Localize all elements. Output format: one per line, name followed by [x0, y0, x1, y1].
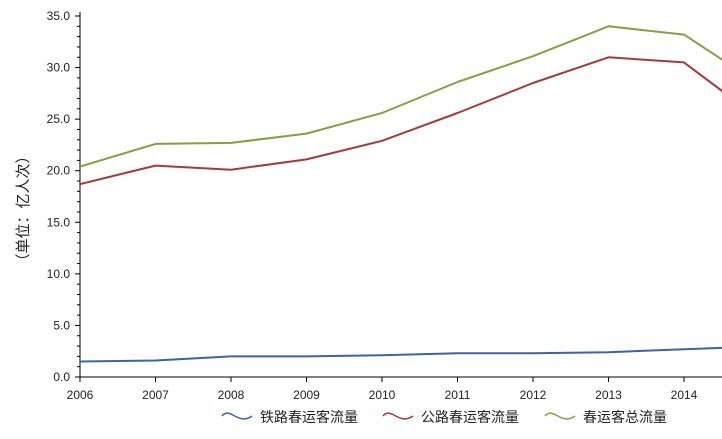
legend-swatch: [221, 412, 253, 420]
y-tick-label: 25.0: [47, 112, 71, 126]
series-line-2: [80, 25, 722, 168]
x-tick-label: 2014: [671, 388, 698, 402]
x-axis-ticks: 2006 2007 2008 2009 2010 2011 2012 2013 2014: [67, 377, 698, 402]
x-tick-label: 2013: [595, 388, 622, 402]
legend-label: 春运客总流量: [583, 409, 667, 426]
x-tick-label: 2008: [218, 388, 245, 402]
y-tick-label: 5.0: [53, 318, 70, 332]
y-axis-ticks: 0.0 5.0 10.0 15.0 20.0 25.0 30.0 35.0: [47, 9, 80, 384]
y-tick-label: 15.0: [47, 215, 71, 229]
x-tick-label: 2010: [369, 388, 396, 402]
axes: [79, 12, 722, 378]
series-line-1: [80, 56, 722, 186]
legend-label: 公路春运客流量: [421, 409, 519, 426]
y-tick-label: 0.0: [53, 370, 70, 384]
y-tick-label: 35.0: [47, 9, 71, 23]
legend-swatch: [544, 412, 576, 420]
y-tick-label: 10.0: [47, 267, 71, 281]
y-tick-label: 30.0: [47, 61, 71, 75]
y-axis-label: （单位：亿人次）: [14, 148, 32, 268]
legend-swatch: [382, 412, 414, 420]
y-tick-label: 20.0: [47, 164, 71, 178]
x-tick-label: 2009: [293, 388, 320, 402]
x-tick-label: 2007: [142, 388, 169, 402]
series-line-0: [80, 346, 722, 363]
series-lines: [80, 25, 722, 363]
x-tick-label: 2006: [67, 388, 94, 402]
legend: 铁路春运客流量 公路春运客流量 春运客总流量: [221, 409, 667, 426]
legend-label: 铁路春运客流量: [260, 409, 358, 426]
x-tick-label: 2011: [445, 388, 471, 402]
x-tick-label: 2012: [520, 388, 547, 402]
